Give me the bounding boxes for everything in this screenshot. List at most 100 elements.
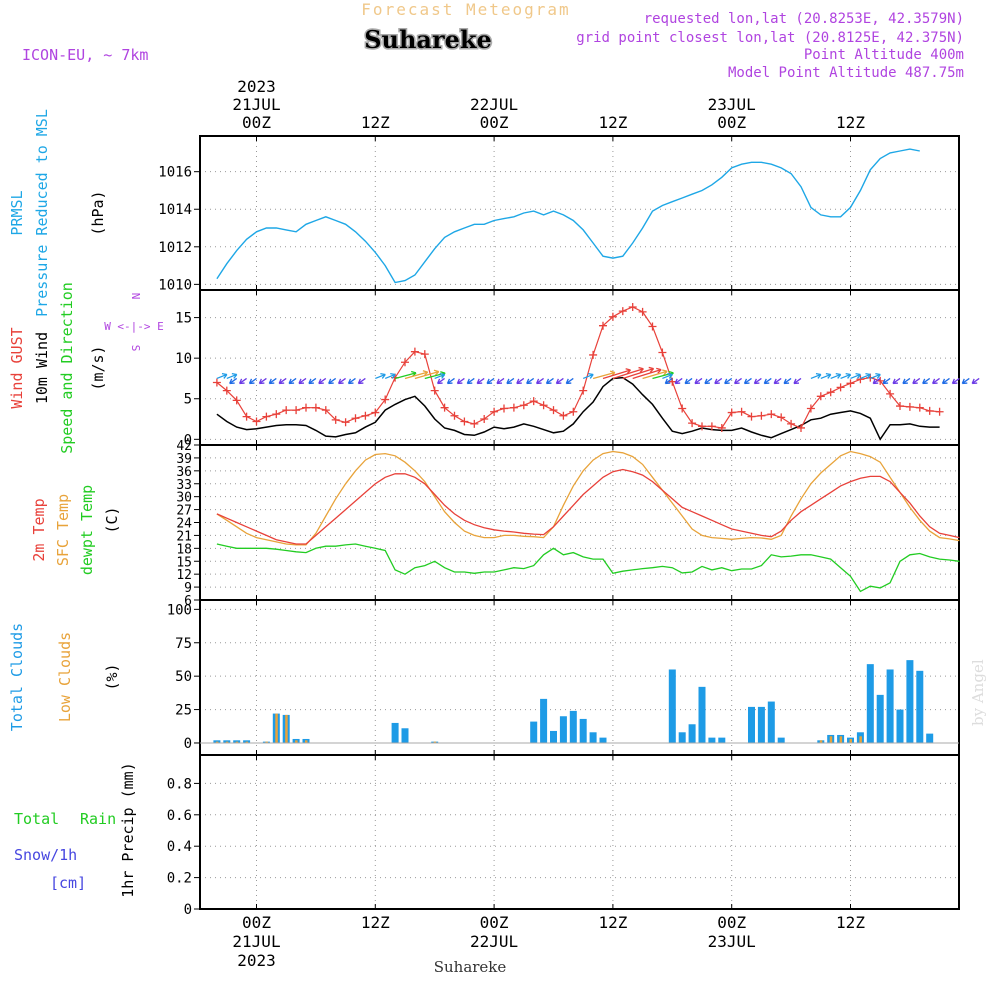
- low-clouds-label: Low Clouds: [56, 632, 74, 722]
- precip-rain-label: Rain: [80, 810, 116, 828]
- gust-marker: [529, 397, 538, 406]
- wind-arrow-head: [328, 378, 334, 385]
- wind-arrow-head: [536, 378, 542, 385]
- total-clouds-bar: [391, 722, 399, 743]
- wind-arrow: [850, 373, 861, 380]
- model-point-altitude: Model Point Altitude 487.75m: [728, 65, 964, 81]
- wind-arrow-head: [446, 378, 453, 385]
- wind-arrow-head: [476, 378, 483, 385]
- gust-marker: [816, 392, 825, 401]
- low-clouds-bar: [235, 741, 239, 743]
- wind-arrow: [912, 377, 921, 384]
- wind-arrow-head: [773, 378, 780, 385]
- wind-arrow: [872, 377, 881, 384]
- y-tick-label: 75: [175, 636, 192, 652]
- low-clouds-bar: [215, 741, 219, 743]
- wind-arrow: [830, 373, 841, 380]
- low-clouds-bar: [839, 736, 843, 743]
- point-altitude: Point Altitude 400m: [804, 47, 964, 63]
- precip-snow-label: Snow/1h: [14, 846, 77, 864]
- wind-arrow-head: [545, 378, 552, 385]
- time-label-top: 00Z: [242, 113, 271, 132]
- gust-marker: [440, 403, 449, 412]
- wind-arrow: [496, 377, 505, 384]
- y-tick-label: 6: [184, 594, 192, 609]
- temp-2m-label: 2m Temp: [30, 498, 48, 561]
- low-clouds-bar: [829, 736, 833, 743]
- wind-arrow: [642, 370, 668, 380]
- gust-marker: [519, 401, 528, 410]
- prmsl-desc-label: Pressure Reduced to MSL: [33, 109, 51, 317]
- gust-marker: [371, 408, 380, 417]
- wind-arrow-head: [347, 378, 354, 385]
- total-clouds-bar: [757, 706, 765, 743]
- prmsl-line: [216, 148, 920, 284]
- wind-arrow-head: [783, 378, 790, 385]
- wind-arrow-head: [734, 378, 740, 385]
- y-tick-label: 0: [184, 432, 192, 448]
- total-clouds-bar: [540, 698, 548, 743]
- y-tick-label: 0.2: [167, 871, 192, 887]
- gust-marker: [262, 412, 271, 421]
- total-clouds-bar: [678, 732, 686, 743]
- time-label-top: 12Z: [598, 113, 627, 132]
- wind-arrow: [278, 377, 287, 384]
- gust-marker: [826, 388, 835, 397]
- wind-arrow: [734, 377, 742, 384]
- wind-arrow: [476, 377, 485, 384]
- wind-arrow: [536, 377, 544, 384]
- gust-marker: [608, 312, 617, 321]
- wind-arrow-head: [743, 378, 750, 385]
- gust-marker: [331, 415, 340, 424]
- wind-arrow: [744, 377, 752, 384]
- wind-arrow-head: [865, 373, 871, 379]
- wind-arrow-head: [526, 378, 532, 385]
- gust-marker: [925, 406, 934, 415]
- compass-we: W <-|-> E: [104, 320, 164, 333]
- compass-n: N: [129, 293, 142, 300]
- y-tick-label: 36: [176, 465, 192, 480]
- y-tick-label: 100: [167, 602, 192, 618]
- time-label-bottom: 23JUL: [708, 932, 756, 951]
- wind-arrow-head: [662, 369, 668, 376]
- y-tick-label: 27: [176, 504, 192, 519]
- wind-arrow: [902, 377, 911, 384]
- gust-marker: [717, 423, 726, 432]
- time-label-top: 22JUL: [470, 95, 518, 114]
- wind-arrow: [447, 377, 455, 384]
- gust-marker: [539, 401, 548, 410]
- total-clouds-bar: [876, 694, 884, 743]
- wind-arrow-head: [664, 378, 671, 385]
- wind-arrow-head: [902, 378, 908, 385]
- wind-arrow: [288, 377, 297, 384]
- precip-unit: 1hr Precip (mm): [119, 762, 137, 897]
- gust-marker: [549, 406, 558, 415]
- wind-arrow: [810, 373, 822, 380]
- wind-arrow: [308, 377, 317, 384]
- wind-arrow: [268, 377, 277, 384]
- low-clouds-bar: [285, 714, 288, 743]
- wind-arrow-head: [951, 378, 958, 385]
- wind-arrow: [714, 377, 723, 384]
- gust-label: Wind GUST: [8, 327, 26, 408]
- low-clouds-bar: [433, 741, 437, 743]
- low-clouds-bar: [265, 741, 268, 743]
- time-label-bottom: 12Z: [598, 913, 627, 932]
- y-tick-label: 0.4: [167, 839, 192, 855]
- prmsl-label: PRMSL: [8, 190, 26, 235]
- wind-arrow-head: [456, 378, 463, 385]
- wind-arrow-head: [932, 378, 938, 385]
- wind-arrow-head: [268, 378, 275, 385]
- wind-arrow-head: [656, 367, 662, 374]
- wind-arrow-head: [506, 378, 512, 385]
- wind-arrow-head: [278, 378, 285, 385]
- model-label: ICON-EU, ~ 7km: [22, 46, 148, 64]
- wind-arrow: [375, 373, 386, 380]
- y-tick-label: 18: [176, 542, 192, 557]
- product-title: Forecast Meteogram: [361, 0, 570, 19]
- wind-arrow: [506, 377, 515, 384]
- y-tick-label: 42: [176, 439, 192, 454]
- total-clouds-bar: [401, 728, 409, 743]
- pressure-unit: (hPa): [89, 190, 107, 235]
- wind-arrow-head: [674, 378, 681, 385]
